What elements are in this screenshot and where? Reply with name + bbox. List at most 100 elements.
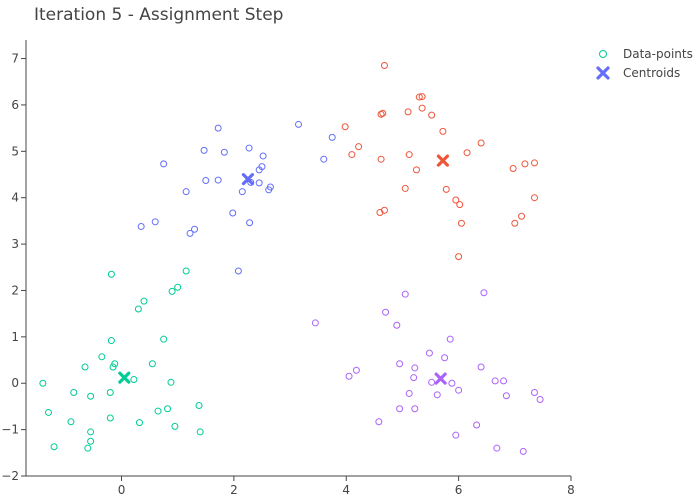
data-point [151, 218, 159, 226]
data-point [428, 111, 436, 119]
y-tick-label: 1 [11, 330, 19, 344]
data-point [411, 364, 419, 372]
data-point [418, 93, 426, 101]
data-point [396, 360, 404, 368]
data-point [154, 407, 162, 415]
centroid-marker [118, 371, 131, 384]
data-point [107, 337, 115, 345]
data-point [405, 151, 413, 159]
centroid-marker [434, 372, 447, 385]
data-point [81, 363, 89, 371]
data-point [536, 395, 544, 403]
data-point [135, 419, 143, 427]
data-point [442, 185, 450, 193]
data-point [311, 319, 319, 327]
y-tick-label: 5 [11, 144, 19, 158]
data-point [352, 366, 360, 374]
data-point [452, 431, 460, 439]
y-tick-label: −1 [1, 423, 19, 437]
data-point [186, 229, 194, 237]
data-point [171, 422, 179, 430]
legend-label-data-points: Data-points [623, 47, 693, 61]
data-point [295, 120, 302, 128]
data-point [455, 253, 463, 261]
data-point [441, 354, 449, 362]
data-point [519, 447, 527, 455]
data-point [463, 149, 471, 157]
data-point [50, 443, 58, 451]
data-point [491, 377, 499, 385]
data-point [84, 444, 92, 452]
data-point [500, 377, 508, 385]
data-point [196, 428, 204, 436]
data-point [109, 363, 117, 371]
data-point [439, 127, 447, 135]
data-point [530, 159, 538, 167]
data-point [382, 308, 390, 316]
data-point [328, 133, 336, 141]
data-point [98, 353, 106, 361]
data-point [111, 360, 119, 368]
data-point [182, 267, 190, 275]
data-point [418, 104, 426, 112]
data-point [477, 139, 485, 147]
x-tick-label: 0 [118, 483, 126, 497]
data-point [448, 379, 456, 387]
x-tick-label: 4 [342, 483, 350, 497]
data-point [214, 176, 222, 184]
data-point [160, 335, 168, 343]
data-point [521, 160, 529, 168]
data-point [182, 188, 190, 196]
axes: −2 −1 0 1 2 3 4 5 6 7 0 2 4 6 8 [1, 40, 575, 497]
data-point [480, 289, 488, 297]
legend-marker-centroids [596, 66, 610, 80]
data-point [140, 297, 148, 305]
y-tick-label: 2 [11, 283, 19, 297]
legend[interactable]: Data-points Centroids [596, 47, 693, 80]
y-tick-label: −2 [1, 469, 19, 483]
y-tick-label: 7 [11, 52, 19, 66]
legend-label-centroids: Centroids [623, 66, 680, 80]
data-point [255, 179, 263, 187]
data-point [148, 360, 156, 368]
data-point [379, 109, 387, 117]
x-tick-label: 2 [230, 483, 238, 497]
data-point [415, 93, 423, 101]
y-tick-label: 6 [11, 98, 19, 112]
data-point [320, 155, 328, 163]
data-point [106, 414, 114, 422]
data-point [433, 391, 441, 399]
data-point [259, 152, 267, 160]
data-point [67, 418, 75, 426]
data-point [130, 376, 138, 384]
legend-marker-data-points [599, 50, 607, 58]
data-point [167, 378, 175, 386]
data-point [220, 148, 228, 156]
data-point [404, 108, 412, 116]
centroids-layer [118, 154, 449, 385]
data-point [258, 163, 266, 171]
data-point [266, 183, 274, 191]
data-point [401, 184, 409, 192]
data-point [396, 405, 404, 413]
y-tick-label: 0 [11, 376, 19, 390]
data-point [530, 389, 538, 397]
data-point [348, 151, 356, 159]
data-point [87, 437, 95, 445]
data-point [195, 401, 203, 409]
data-point [412, 166, 420, 174]
data-point [164, 405, 172, 413]
data-point [229, 209, 237, 217]
data-point [509, 164, 517, 172]
data-point [428, 378, 436, 386]
data-point [411, 405, 419, 413]
data-point [191, 225, 199, 233]
x-tick-label: 8 [567, 483, 575, 497]
data-point [446, 335, 454, 343]
data-point [246, 219, 254, 227]
data-point [511, 219, 519, 227]
data-point [214, 124, 222, 132]
data-point [530, 194, 538, 202]
data-point [355, 143, 363, 151]
data-point [452, 196, 460, 204]
